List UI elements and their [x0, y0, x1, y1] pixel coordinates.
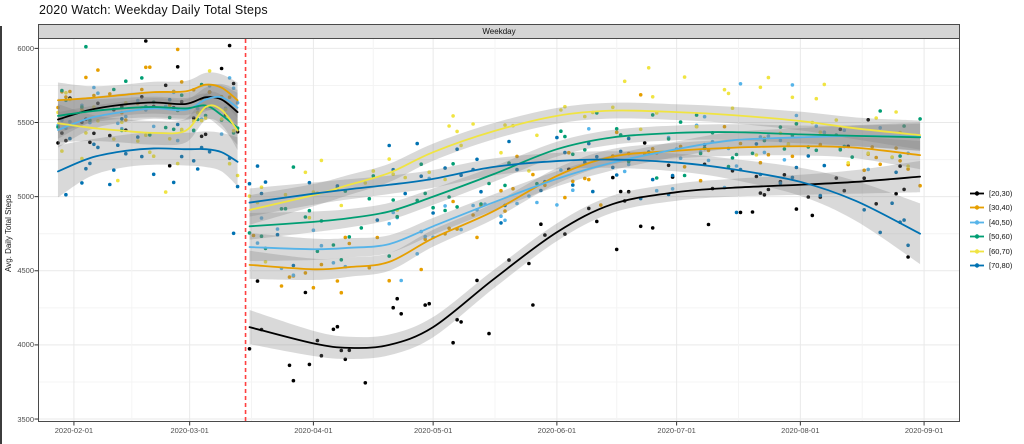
legend-entry-label: [70,80) — [989, 261, 1013, 271]
legend: [20,30) [30,40) [40,50) [50,60) [60,70) [70,8… — [969, 186, 1012, 273]
legend-entry: [20,30) — [969, 186, 1012, 201]
x-tick-label: 2020-03-01 — [170, 426, 209, 435]
plot-panel — [38, 38, 960, 422]
y-tick-label: 5000 — [17, 192, 34, 202]
legend-entry-label: [40,50) — [989, 217, 1013, 227]
y-tick-label: 3500 — [17, 414, 34, 424]
legend-entry: [60,70) — [969, 244, 1012, 259]
legend-key-icon — [970, 234, 984, 239]
x-tick-label: 2020-07-01 — [657, 426, 696, 435]
x-tick-label: 2020-06-01 — [537, 426, 577, 435]
legend-entry: [70,80) — [969, 259, 1012, 274]
legend-key-icon — [970, 205, 984, 210]
y-tick-label: 5500 — [17, 118, 34, 127]
legend-entry-label: [60,70) — [989, 246, 1013, 256]
legend-entry: [50,60) — [969, 230, 1012, 245]
legend-entry: [30,40) — [969, 201, 1012, 216]
legend-entry-label: [20,30) — [989, 188, 1013, 198]
y-tick-label: 4000 — [17, 340, 34, 350]
facet-label: Weekday — [482, 27, 516, 36]
legend-entry-label: [50,60) — [989, 232, 1013, 242]
legend-entry: [40,50) — [969, 215, 1012, 230]
x-tick-label: 2020-04-01 — [294, 426, 333, 435]
x-tick-label: 2020-02-01 — [54, 426, 94, 435]
x-tick-label: 2020-08-01 — [781, 426, 820, 435]
legend-key-icon — [970, 220, 984, 225]
y-axis-title: Avg. Daily Total Steps — [4, 194, 13, 272]
y-tick-label: 6000 — [17, 43, 34, 53]
x-tick-label: 2020-09-01 — [904, 426, 944, 435]
legend-key-icon — [970, 249, 984, 254]
facet-strip: Weekday — [38, 24, 960, 38]
legend-key-icon — [970, 191, 984, 196]
x-tick-label: 2020-05-01 — [413, 426, 453, 435]
legend-key-icon — [970, 263, 984, 268]
legend-entry-label: [30,40) — [989, 203, 1013, 213]
chart-title: 2020 Watch: Weekday Daily Total Steps — [39, 3, 268, 17]
y-tick-label: 4500 — [17, 266, 34, 276]
window-left-edge — [0, 26, 2, 444]
